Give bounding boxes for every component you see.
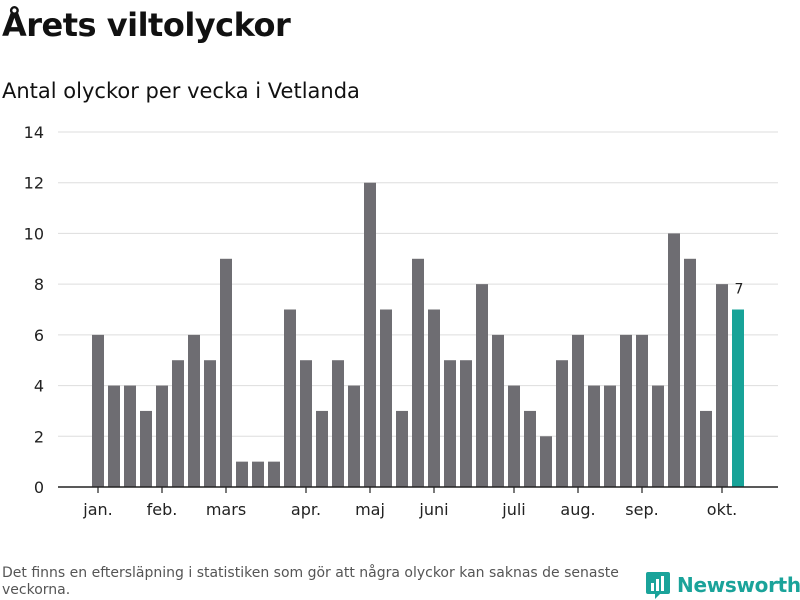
bar <box>268 461 280 487</box>
bar <box>396 410 408 487</box>
month-label: maj <box>355 500 385 519</box>
bar <box>220 258 232 487</box>
bar <box>716 284 728 487</box>
bar <box>652 385 664 487</box>
y-tick-label: 8 <box>34 275 44 294</box>
bar <box>492 334 504 487</box>
current-week-value-label: 7 <box>735 282 744 298</box>
bar <box>108 385 120 487</box>
bar <box>588 385 600 487</box>
bar <box>684 258 696 487</box>
y-tick-label: 6 <box>34 326 44 345</box>
month-label: okt. <box>707 500 737 519</box>
month-label: juli <box>501 500 525 519</box>
bar <box>316 410 328 487</box>
bar <box>92 334 104 487</box>
bar <box>636 334 648 487</box>
y-tick-label: 0 <box>34 478 44 497</box>
month-label: apr. <box>291 500 321 519</box>
bar <box>540 436 552 487</box>
bar <box>620 334 632 487</box>
bar <box>284 309 296 487</box>
y-tick-label: 4 <box>34 377 44 396</box>
footnote: Det finns en eftersläpning i statistiken… <box>2 565 619 598</box>
bar-chart: 0 2 4 6 8 10 12 14 jan. feb. mars apr. maj juni juli a… <box>24 123 778 519</box>
bar-current-week <box>732 309 744 487</box>
bar <box>444 360 456 487</box>
bar <box>460 360 472 487</box>
month-label: sep. <box>625 500 658 519</box>
brand-logo: Newsworthy <box>645 570 800 600</box>
bar <box>364 182 376 487</box>
month-label: mars <box>206 500 246 519</box>
month-label: aug. <box>560 500 595 519</box>
bar <box>412 258 424 487</box>
bar <box>252 461 264 487</box>
bar <box>668 233 680 487</box>
bar <box>604 385 616 487</box>
bar <box>236 461 248 487</box>
bar <box>700 410 712 487</box>
month-label: feb. <box>147 500 178 519</box>
page-title: Årets viltolyckor <box>2 6 291 44</box>
bar <box>380 309 392 487</box>
x-axis-months: jan. feb. mars apr. maj juni juli aug. sep. okt. <box>82 487 737 519</box>
bar <box>524 410 536 487</box>
bar-chart-icon <box>646 572 670 599</box>
y-tick-label: 10 <box>24 224 44 243</box>
y-axis-ticks: 0 2 4 6 8 10 12 14 <box>24 123 44 497</box>
bar <box>140 410 152 487</box>
bars <box>92 182 744 487</box>
bar <box>156 385 168 487</box>
month-label: juni <box>418 500 448 519</box>
bar <box>476 284 488 487</box>
brand-name: Newsworthy <box>677 573 800 597</box>
bar <box>124 385 136 487</box>
chart-subtitle: Antal olyckor per vecka i Vetlanda <box>2 79 360 103</box>
bar <box>556 360 568 487</box>
y-tick-label: 14 <box>24 123 44 142</box>
bar <box>188 334 200 487</box>
bar <box>428 309 440 487</box>
bar <box>348 385 360 487</box>
bar <box>572 334 584 487</box>
month-label: jan. <box>82 500 112 519</box>
data-labels: 7 <box>735 282 744 298</box>
bar <box>300 360 312 487</box>
bar <box>332 360 344 487</box>
bar <box>172 360 184 487</box>
y-tick-label: 12 <box>24 174 44 193</box>
bar <box>204 360 216 487</box>
bar <box>508 385 520 487</box>
y-tick-label: 2 <box>34 427 44 446</box>
